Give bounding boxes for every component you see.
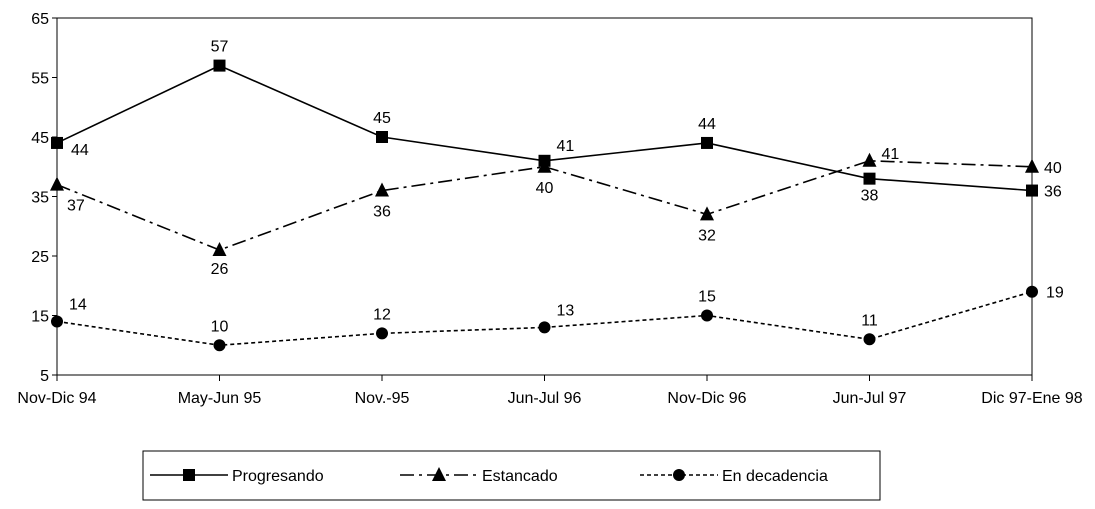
data-label-progresando: 36 xyxy=(1044,184,1062,201)
data-point-progresando xyxy=(376,131,388,143)
data-label-estancado: 37 xyxy=(67,198,85,215)
legend-box xyxy=(142,450,881,501)
y-tick-label: 65 xyxy=(31,11,49,28)
legend: Progresando Estancado En decadencia xyxy=(142,450,881,501)
data-label-en-decadencia: 13 xyxy=(557,302,575,319)
x-tick-label: Jun-Jul 97 xyxy=(833,390,907,407)
data-point-estancado xyxy=(700,206,714,221)
data-point-progresando xyxy=(1026,184,1038,197)
data-point-estancado xyxy=(537,158,552,173)
data-point-estancado xyxy=(375,182,389,197)
legend-marker-en-decadencia xyxy=(673,469,685,481)
y-tick-label: 25 xyxy=(31,249,49,266)
data-point-en-decadencia xyxy=(701,309,713,322)
data-label-estancado: 40 xyxy=(1044,160,1062,177)
y-tick-label: 5 xyxy=(40,368,49,385)
data-point-estancado xyxy=(50,176,64,191)
series-line-estancado xyxy=(56,159,1033,251)
data-label-progresando: 38 xyxy=(861,188,879,205)
y-axis: 5 15 25 35 45 55 65 xyxy=(31,11,57,385)
x-tick-label: Nov-Dic 96 xyxy=(667,390,746,407)
data-label-en-decadencia: 19 xyxy=(1046,285,1064,302)
data-label-progresando: 44 xyxy=(71,142,89,159)
data-label-estancado: 41 xyxy=(882,146,900,163)
data-point-progresando xyxy=(701,136,713,149)
legend-label-progresando: Progresando xyxy=(232,468,324,485)
legend-marker-estancado xyxy=(432,467,446,481)
data-label-progresando: 44 xyxy=(698,116,716,133)
x-tick-label: Dic 97-Ene 98 xyxy=(981,390,1082,407)
series-line-en-decadencia xyxy=(56,290,1033,347)
data-point-progresando xyxy=(51,136,63,149)
x-tick-label: Nov-Dic 94 xyxy=(17,390,96,407)
data-point-en-decadencia xyxy=(538,321,551,334)
data-point-en-decadencia xyxy=(51,315,63,328)
data-point-en-decadencia xyxy=(376,327,388,340)
x-axis: Nov-Dic 94 May-Jun 95 Nov.-95 Jun-Jul 96 Nov… xyxy=(17,375,1083,407)
data-labels: 44 57 45 41 44 38 36 37 26 36 40 32 41 40 14 10 12 13 15 11… xyxy=(67,39,1064,336)
y-tick-label: 35 xyxy=(31,190,49,207)
data-label-en-decadencia: 10 xyxy=(211,318,229,335)
y-tick-label: 55 xyxy=(31,71,49,88)
x-tick-label: Nov.-95 xyxy=(355,390,410,407)
data-label-estancado: 40 xyxy=(536,180,554,197)
data-point-estancado xyxy=(862,152,877,167)
data-label-estancado: 36 xyxy=(373,204,391,221)
data-label-en-decadencia: 15 xyxy=(698,289,716,306)
legend-label-en-decadencia: En decadencia xyxy=(722,468,828,485)
legend-label-estancado: Estancado xyxy=(482,468,558,485)
series-markers xyxy=(50,59,1039,352)
data-label-estancado: 26 xyxy=(211,261,229,278)
data-label-en-decadencia: 11 xyxy=(861,312,878,329)
data-point-en-decadencia xyxy=(1026,285,1038,298)
y-tick-label: 45 xyxy=(31,130,49,147)
data-label-progresando: 45 xyxy=(373,110,391,127)
x-tick-label: May-Jun 95 xyxy=(178,390,262,407)
data-point-estancado xyxy=(212,242,227,257)
data-label-en-decadencia: 12 xyxy=(373,306,391,323)
data-point-en-decadencia xyxy=(863,333,876,346)
data-point-progresando xyxy=(863,172,876,185)
data-point-en-decadencia xyxy=(213,339,226,352)
data-point-estancado xyxy=(1025,158,1039,173)
series-lines xyxy=(56,64,1033,347)
data-label-estancado: 32 xyxy=(698,227,716,244)
data-point-progresando xyxy=(213,59,226,72)
x-tick-label: Jun-Jul 96 xyxy=(508,390,582,407)
data-label-progresando: 57 xyxy=(211,39,229,56)
data-label-progresando: 41 xyxy=(557,138,575,155)
data-label-en-decadencia: 14 xyxy=(69,296,87,313)
y-tick-label: 15 xyxy=(31,309,49,326)
legend-marker-progresando xyxy=(183,469,195,481)
